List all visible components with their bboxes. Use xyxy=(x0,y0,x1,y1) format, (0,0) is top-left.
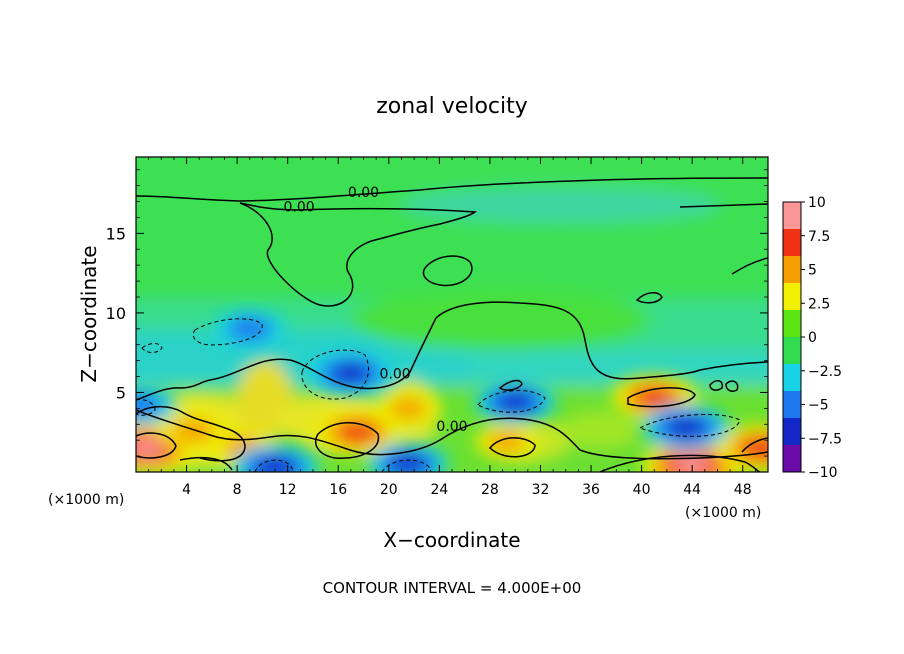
heatmap-cell-15-1 xyxy=(136,393,163,418)
contour-neg-a xyxy=(192,318,263,346)
colorbar-label-7: −7.5 xyxy=(808,431,842,447)
contour-small-e xyxy=(725,380,739,392)
x-tick-label-32: 32 xyxy=(532,482,550,498)
colorbar-label-0: 10 xyxy=(808,195,826,211)
contour-zero-right-top xyxy=(679,203,768,208)
heatmap-cell-12-2 xyxy=(666,417,706,438)
colorbar-label-5: −2.5 xyxy=(808,364,842,380)
contour-zero-mid xyxy=(136,301,768,401)
colorbar-segment-5 xyxy=(783,310,801,337)
x-tick-label-4: 4 xyxy=(182,482,191,498)
colorbar-segment-8 xyxy=(783,229,801,256)
contour-labels: 0.00 0.00 0.00 0.00 xyxy=(283,185,467,435)
colorbar-label-2: 5 xyxy=(808,263,817,279)
contour-neg-b xyxy=(301,349,369,400)
y-tick-label-10: 10 xyxy=(106,304,126,323)
contour-neg-d xyxy=(638,413,741,437)
heatmap-cell-5-1 xyxy=(487,431,526,452)
chart-title: zonal velocity xyxy=(376,94,528,119)
contour-label-2: 0.00 xyxy=(380,366,411,382)
x-tick-label-24: 24 xyxy=(430,482,448,498)
heatmap-cell-14-2 xyxy=(389,454,426,472)
contour-label-3: 0.00 xyxy=(436,419,467,435)
contour-neg-f xyxy=(136,399,156,416)
contour-zero-top xyxy=(136,177,768,202)
heatmap-cell-7-3 xyxy=(674,456,710,472)
colorbar-label-4: 0 xyxy=(808,330,817,346)
colorbar-segment-4 xyxy=(783,337,801,364)
heatmap-cell-0-3 xyxy=(136,439,163,457)
contour-positive-4-ring xyxy=(488,437,536,458)
contour-positive-4-right xyxy=(627,387,696,408)
y-axis: 5 10 15 xyxy=(106,169,768,457)
colorbar-segment-1 xyxy=(783,418,801,445)
patch-yellow-f xyxy=(560,412,640,448)
heatmap-cell-11-2 xyxy=(497,392,534,412)
colorbar-label-3: 2.5 xyxy=(808,296,830,312)
x-tick-label-16: 16 xyxy=(329,482,347,498)
contour-positive-4-left-b xyxy=(136,405,246,462)
colorbar-label-6: −5 xyxy=(808,398,829,414)
colorbar: 10 7.5 5 2.5 0 −2.5 −5 −7.5 −10 xyxy=(782,195,842,481)
colorbar-segment-3 xyxy=(783,364,801,391)
colorbar-label-8: −10 xyxy=(808,465,838,481)
colorbar-segment-0 xyxy=(783,445,801,472)
x-tick-label-12: 12 xyxy=(279,482,297,498)
x-axis: 4 8 12 16 20 24 28 32 36 40 44 48 xyxy=(148,157,756,498)
contour-interval-note: CONTOUR INTERVAL = 4.000E+00 xyxy=(323,579,582,597)
band-mid-green xyxy=(350,290,650,350)
x-tick-label-36: 36 xyxy=(582,482,600,498)
x-unit-left: (×1000 m) xyxy=(48,492,124,508)
y-tick-label-5: 5 xyxy=(116,383,126,402)
contour-small-b xyxy=(731,257,768,275)
x-axis-label: X−coordinate xyxy=(383,528,520,552)
contour-positive-4-left xyxy=(136,432,177,459)
x-tick-label-48: 48 xyxy=(734,482,752,498)
contour-zero-low xyxy=(136,409,768,460)
x-tick-label-44: 44 xyxy=(683,482,701,498)
heatmap-cell-6-2 xyxy=(635,387,673,408)
contour-neg-e xyxy=(141,343,163,353)
contour-neg-g xyxy=(254,459,293,472)
contour-small-c xyxy=(498,379,523,391)
colorbar-segment-6 xyxy=(783,283,801,310)
heatmap-cell-13-2 xyxy=(255,457,295,472)
heatmap-cell-9-1 xyxy=(227,317,272,341)
heatmap-cell-3-2 xyxy=(338,422,376,443)
contour-label-1: 0.00 xyxy=(283,199,314,215)
plot-area: 0.00 0.00 0.00 0.00 xyxy=(136,157,768,472)
contour-label-0: 0.00 xyxy=(348,185,379,201)
colorbar-segment-2 xyxy=(783,391,801,418)
x-tick-label-40: 40 xyxy=(633,482,651,498)
contour-zero-upper xyxy=(239,202,477,307)
contour-small-d xyxy=(709,380,724,391)
contour-zero-blob xyxy=(422,255,473,287)
x-tick-label-28: 28 xyxy=(481,482,499,498)
x-tick-label-8: 8 xyxy=(233,482,242,498)
colorbar-segment-9 xyxy=(783,202,801,229)
contour-small-a xyxy=(635,292,663,304)
y-axis-label: Z−coordinate xyxy=(77,245,101,382)
contour-positive-8-bottom xyxy=(599,454,761,472)
x-tick-label-20: 20 xyxy=(380,482,398,498)
contour-positive-4-yellow xyxy=(179,457,233,471)
contour-positive-4-mid xyxy=(314,422,380,459)
heatmap-cell-4-1 xyxy=(388,398,427,419)
band-top-light xyxy=(400,187,720,223)
heatmap-cell-10-2 xyxy=(332,363,370,384)
contour-neg-c xyxy=(477,390,546,413)
x-unit-right: (×1000 m) xyxy=(685,505,761,521)
colorbar-segment-7 xyxy=(783,256,801,283)
colorbar-label-1: 7.5 xyxy=(808,229,830,245)
y-tick-label-15: 15 xyxy=(106,224,126,243)
heatmap-cell-1-1 xyxy=(170,419,215,443)
